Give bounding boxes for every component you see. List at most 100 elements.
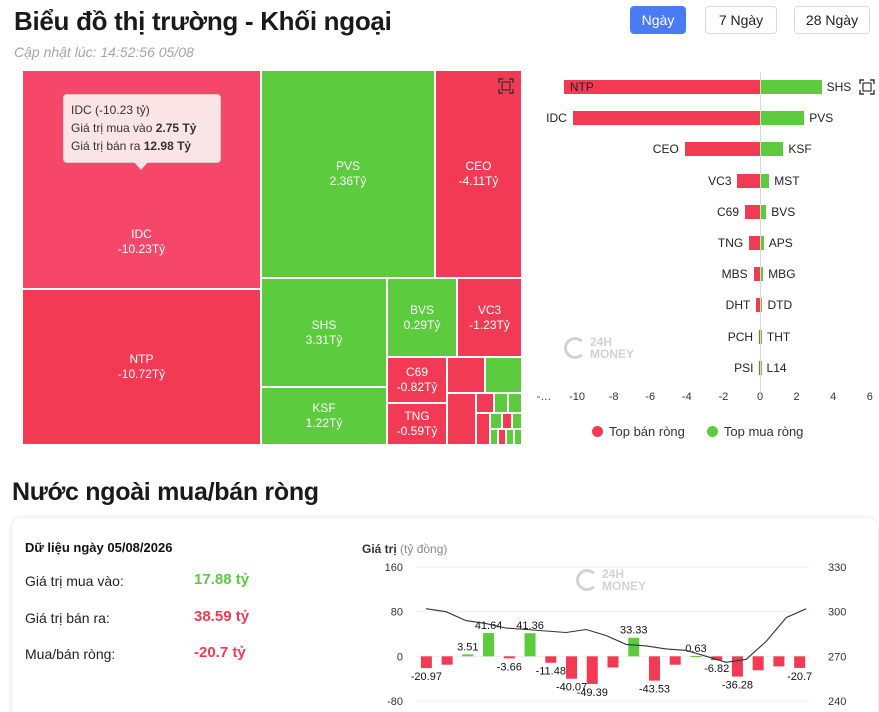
treemap-cell-pvs[interactable]: PVS 2.36Tỷ	[261, 70, 435, 278]
cell-value: -1.23Tỷ	[469, 317, 510, 332]
buy-bar-mst[interactable]	[761, 173, 770, 188]
sell-bar-tng[interactable]	[749, 236, 760, 250]
y-tick-left: 0	[397, 651, 403, 663]
treemap-cell-tng[interactable]: TNG -0.59Tỷ	[387, 403, 447, 445]
sell-bar-vc3[interactable]	[737, 173, 760, 188]
buy-label: APS	[768, 236, 793, 250]
net-flow-bar[interactable]	[566, 656, 578, 679]
treemap-cell-small[interactable]	[514, 429, 522, 445]
buy-bar-tht[interactable]	[761, 329, 762, 344]
treemap-cell-ntp[interactable]: NTP -10.72Tỷ	[22, 289, 261, 445]
treemap-cell-bvs[interactable]: BVS 0.29Tỷ	[387, 278, 457, 357]
buy-bar-ksf[interactable]	[761, 142, 784, 157]
x-tick: -8	[608, 391, 619, 403]
x-tick: -2	[718, 391, 729, 403]
treemap-cell-small[interactable]	[494, 393, 508, 413]
net-flow-bar[interactable]	[711, 656, 723, 661]
cell-value: 0.29Tỷ	[403, 317, 441, 332]
expand-icon[interactable]	[498, 78, 514, 94]
legend-buy[interactable]: Top mua ròng	[706, 424, 803, 439]
treemap-cell-small[interactable]	[447, 357, 485, 393]
sell-bar-pch[interactable]	[759, 329, 760, 344]
net-flow-bar[interactable]	[462, 654, 474, 657]
net-flow-bar[interactable]	[607, 656, 619, 668]
sell-bar-dht[interactable]	[756, 298, 760, 313]
legend-buy-dot	[706, 426, 718, 437]
net-flow-bar[interactable]	[669, 656, 681, 665]
sell-label: IDC	[546, 111, 567, 126]
treemap-cell-ksf[interactable]: KSF 1.22Tỷ	[261, 387, 387, 445]
cell-code: CEO	[465, 159, 492, 173]
bar-data-label: -36.28	[722, 680, 753, 692]
cell-code: BVS	[409, 302, 434, 317]
bar-data-label: -3.66	[497, 661, 522, 673]
expand-icon[interactable]	[859, 79, 875, 95]
buy-bar-mbg[interactable]	[761, 267, 764, 282]
net-flow-bar[interactable]	[628, 637, 640, 657]
sell-bar-idc[interactable]	[572, 111, 760, 126]
net-flow-bar[interactable]	[545, 656, 557, 663]
net-flow-bar[interactable]	[690, 655, 702, 657]
net-flow-bar[interactable]	[503, 656, 515, 659]
net-flow-bar[interactable]	[731, 656, 743, 677]
flow-y-label: Giá trị (tỷ đồng)	[362, 542, 448, 556]
section-title: Nước ngoài mua/bán ròng	[12, 478, 319, 506]
net-flow-bar[interactable]	[420, 656, 432, 669]
net-flow-bar[interactable]	[773, 656, 785, 667]
treemap-cell-small[interactable]	[498, 429, 506, 445]
buy-bar-shs[interactable]	[761, 80, 822, 94]
buy-bar-pvs[interactable]	[761, 111, 805, 126]
sell-bar-mbs[interactable]	[753, 267, 760, 282]
treemap-cell-small[interactable]	[476, 393, 494, 413]
net-flow-bar[interactable]	[524, 633, 536, 657]
legend-sell[interactable]: Top bán ròng	[592, 424, 685, 439]
net-flow-bar[interactable]	[483, 633, 495, 657]
watermark-logo: 24H MONEY	[564, 336, 634, 360]
net-value: -20.7 tỷ	[194, 644, 246, 661]
net-flow-bar[interactable]	[648, 656, 660, 681]
x-tick: -10	[569, 391, 585, 403]
net-flow-bar[interactable]	[586, 656, 598, 684]
treemap-cell-vc3[interactable]: VC3 -1.23Tỷ	[457, 278, 522, 357]
bar-data-label: -43.53	[639, 684, 670, 696]
treemap-cell-small[interactable]	[485, 357, 522, 393]
treemap-cell-ceo[interactable]: CEO -4.11Tỷ	[435, 70, 522, 278]
tab-7-days[interactable]: 7 Ngày	[705, 6, 777, 34]
treemap-cell-small[interactable]	[506, 429, 514, 445]
net-flow-bar[interactable]	[794, 656, 806, 668]
x-tick: -…	[536, 391, 552, 403]
tab-day[interactable]: Ngày	[630, 6, 686, 34]
cell-code: PVS	[335, 159, 360, 173]
treemap-cell-small[interactable]	[447, 393, 476, 445]
treemap-cell-small[interactable]	[502, 413, 512, 429]
treemap-cell-c69[interactable]: C69 -0.82Tỷ	[387, 357, 447, 403]
tab-28-days[interactable]: 28 Ngày	[794, 6, 870, 34]
buy-label: L14	[766, 360, 787, 375]
cell-value: -10.23Tỷ	[117, 241, 166, 256]
bar-chart-legend: Top bán ròng Top mua ròng	[592, 424, 803, 439]
cell-code: C69	[405, 365, 428, 379]
net-flow-chart: Giá trị (tỷ đồng) 24H MONEY 160 330 80 300 0 2…	[358, 538, 878, 712]
buy-bar-bvs[interactable]	[761, 204, 767, 219]
sell-label: C69	[716, 204, 739, 219]
sell-bar-c69[interactable]	[744, 204, 760, 219]
buy-bar-dtd[interactable]	[761, 298, 763, 313]
net-flow-bar[interactable]	[441, 656, 453, 665]
cell-value: 3.31Tỷ	[305, 332, 343, 347]
tooltip-title: IDC (-10.23 tỷ)	[71, 103, 150, 117]
treemap-cell-small[interactable]	[508, 393, 522, 413]
buy-bar-l14[interactable]	[761, 360, 762, 375]
net-flow-bar[interactable]	[752, 656, 764, 671]
sell-bar-ntp[interactable]	[563, 80, 760, 94]
treemap-cell-small[interactable]	[490, 429, 498, 445]
sell-bar-ceo[interactable]	[684, 142, 760, 157]
bar-data-label: -20.97	[411, 671, 442, 683]
top-net-bar-chart: 24H MONEY NTP SHS IDC PVS CEO KSF VC3 MST C69 BVS T…	[536, 72, 875, 442]
treemap-cell-small[interactable]	[476, 413, 490, 445]
sell-bar-psi[interactable]	[759, 360, 760, 375]
treemap-cell-shs[interactable]: SHS 3.31Tỷ	[261, 278, 387, 387]
treemap-cell-small[interactable]	[512, 413, 522, 429]
treemap-cell-small[interactable]	[490, 413, 502, 429]
buy-bar-aps[interactable]	[761, 236, 764, 250]
